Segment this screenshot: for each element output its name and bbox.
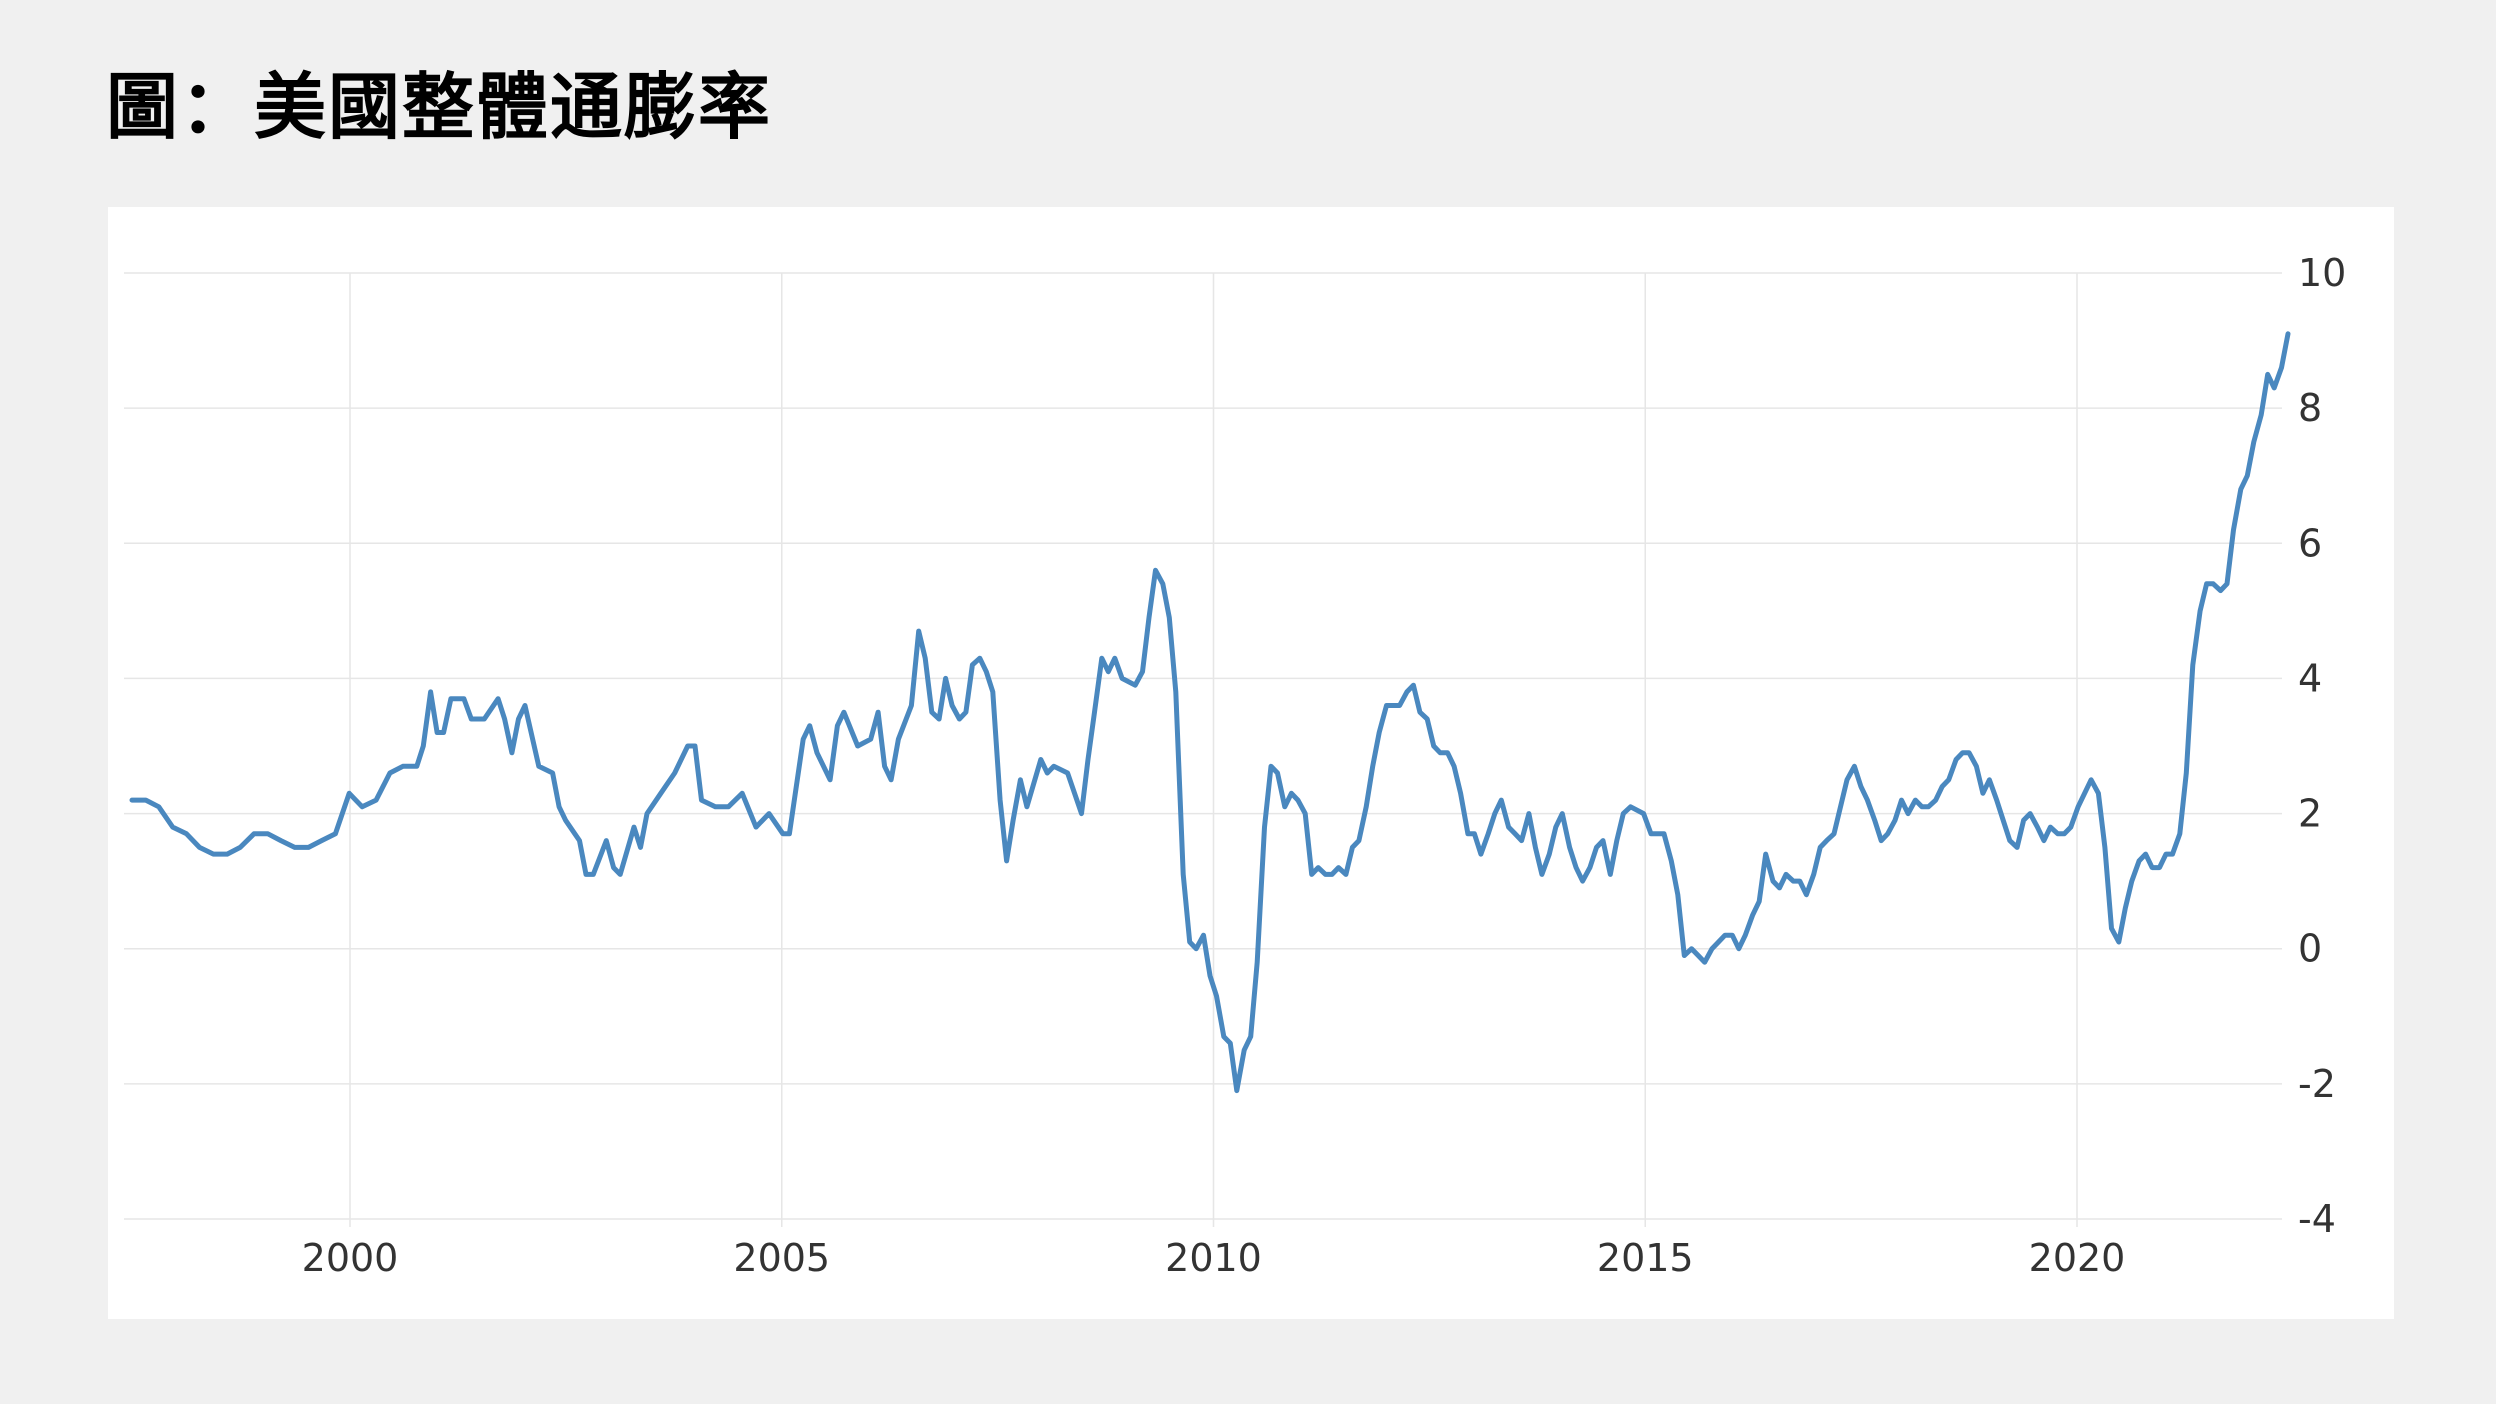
y-tick-label: 8	[2298, 386, 2322, 430]
page-title: 圖：美國整體通膨率	[106, 65, 773, 149]
inflation-series-line	[129, 331, 2291, 1094]
y-tick-label: 0	[2298, 927, 2322, 971]
y-axis-labels: -4 -2 0 2 4 6 8 10	[2298, 251, 2346, 1241]
x-tick-label: 2015	[1597, 1236, 1694, 1280]
y-tick-label: 10	[2298, 251, 2346, 295]
y-tick-label: -2	[2298, 1062, 2336, 1106]
y-tick-label: -4	[2298, 1197, 2336, 1241]
x-tick-label: 2005	[733, 1236, 830, 1280]
x-tick-label: 2020	[2029, 1236, 2126, 1280]
x-tick-label: 2010	[1165, 1236, 1262, 1280]
inflation-line-chart: -4 -2 0 2 4 6 8 10 2000 2005 2010 2015 2020	[124, 251, 2346, 1280]
y-tick-label: 6	[2298, 521, 2322, 565]
x-axis-labels: 2000 2005 2010 2015 2020	[302, 1236, 2126, 1280]
grid-lines	[124, 272, 2282, 1227]
x-tick-label: 2000	[302, 1236, 399, 1280]
y-tick-label: 2	[2298, 792, 2322, 836]
y-tick-label: 4	[2298, 656, 2322, 700]
chart-panel: -4 -2 0 2 4 6 8 10 2000 2005 2010 2015 2020	[108, 207, 2394, 1319]
series-layer	[129, 331, 2291, 1094]
